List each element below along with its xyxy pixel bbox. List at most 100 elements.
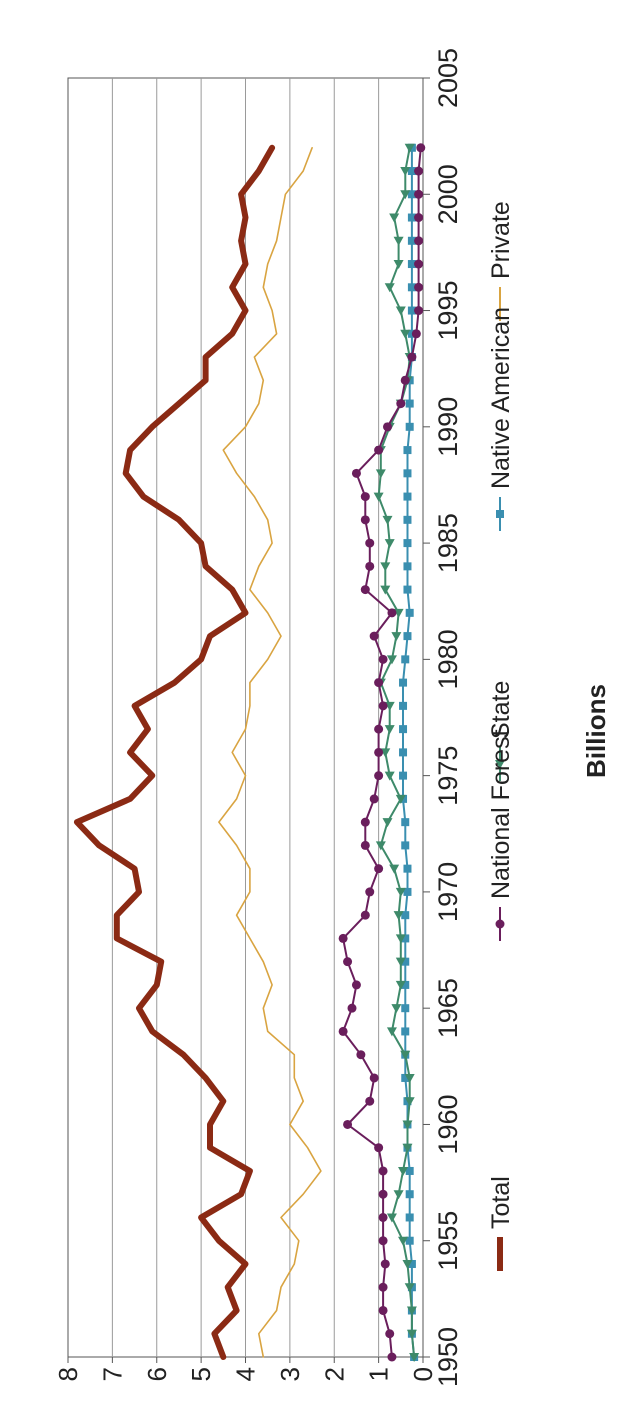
data-point-native-american [399, 678, 408, 687]
y-tick-label: 0 [408, 1367, 438, 1381]
data-point-state [375, 469, 386, 479]
data-point-state [404, 1283, 415, 1293]
data-point-national-forest [365, 561, 375, 571]
data-point-national-forest [387, 608, 397, 618]
y-tick-label: 7 [97, 1367, 127, 1381]
y-tick-label: 4 [231, 1367, 261, 1381]
x-tick-label: 2000 [433, 164, 463, 224]
data-point-state [398, 1236, 409, 1246]
x-tick-label: 1970 [433, 862, 463, 922]
legend-item-private: Private [487, 201, 515, 321]
legend-label-national-forest: National Forest [487, 729, 515, 899]
x-tick-label: 1985 [433, 513, 463, 573]
data-point-national-forest [343, 957, 353, 967]
data-point-national-forest [378, 1305, 388, 1315]
data-point-national-forest [400, 375, 410, 385]
data-point-national-forest [347, 1003, 357, 1013]
data-point-state [384, 771, 395, 781]
data-point-national-forest [356, 1050, 366, 1060]
data-point-national-forest [378, 1189, 388, 1199]
x-tick-label: 1980 [433, 629, 463, 689]
data-point-native-american [403, 632, 412, 641]
legend-item-native-american: Native American [487, 307, 515, 531]
legend-item-state: State [487, 681, 515, 781]
data-point-native-american [401, 911, 410, 920]
data-point-state [375, 841, 386, 851]
data-point-national-forest [378, 1282, 388, 1292]
data-point-state [404, 1097, 415, 1107]
data-point-national-forest [351, 468, 361, 478]
x-tick-label: 1950 [433, 1327, 463, 1387]
data-point-national-forest [378, 654, 388, 664]
data-point-national-forest [378, 1212, 388, 1222]
data-point-state [373, 492, 384, 502]
data-point-native-american [407, 167, 416, 176]
data-point-state [386, 655, 397, 665]
data-point-native-american [407, 283, 416, 292]
legend-label-native-american: Native American [487, 307, 515, 489]
data-point-national-forest [365, 538, 375, 548]
data-point-national-forest [385, 1329, 395, 1339]
data-point-state [391, 632, 402, 642]
x-tick-label: 2005 [433, 48, 463, 108]
data-point-native-american [405, 399, 414, 408]
data-point-state [382, 818, 393, 828]
data-point-state [384, 539, 395, 549]
data-point-national-forest [414, 213, 424, 223]
data-point-state [380, 562, 391, 572]
x-tick-label: 1990 [433, 397, 463, 457]
data-point-state [393, 1190, 404, 1200]
data-point-state [400, 190, 411, 200]
data-point-state [406, 1306, 417, 1316]
data-point-native-american [401, 841, 410, 850]
data-point-state [386, 1027, 397, 1037]
data-point-native-american [403, 562, 412, 571]
data-point-state [406, 1329, 417, 1339]
data-point-state [395, 306, 406, 316]
y-tick-label: 8 [53, 1367, 83, 1381]
y-tick-label: 3 [275, 1367, 305, 1381]
data-point-national-forest [365, 887, 375, 897]
data-point-national-forest [369, 794, 379, 804]
series-national-forest [338, 143, 426, 1362]
data-point-national-forest [414, 189, 424, 199]
data-point-state [393, 236, 404, 246]
data-point-national-forest [338, 1026, 348, 1036]
data-point-national-forest [360, 515, 370, 525]
data-point-national-forest [374, 771, 384, 781]
data-point-state [395, 794, 406, 804]
data-point-national-forest [374, 1143, 384, 1153]
data-point-national-forest [360, 817, 370, 827]
data-point-national-forest [380, 1259, 390, 1269]
data-point-national-forest [338, 933, 348, 943]
data-point-native-american [401, 1027, 410, 1036]
data-point-state [395, 980, 406, 990]
data-point-national-forest [360, 585, 370, 595]
data-point-native-american [399, 701, 408, 710]
data-point-national-forest [369, 1073, 379, 1083]
data-point-state [400, 167, 411, 177]
data-point-national-forest [360, 492, 370, 502]
data-point-state [384, 701, 395, 711]
legend-label-state: State [487, 681, 515, 739]
legend-marker-state [495, 760, 505, 769]
data-point-native-american [403, 515, 412, 524]
legend-marker-native-american [496, 510, 504, 518]
data-point-national-forest [414, 166, 424, 176]
data-point-native-american [407, 260, 416, 269]
data-point-state [393, 260, 404, 270]
data-point-national-forest [343, 1119, 353, 1129]
data-point-native-american [399, 725, 408, 734]
y-tick-label: 2 [319, 1367, 349, 1381]
data-point-national-forest [378, 1166, 388, 1176]
data-point-state [393, 911, 404, 921]
data-point-native-american [399, 771, 408, 780]
series-total [73, 144, 276, 1360]
data-point-state [380, 748, 391, 758]
data-point-state [402, 1120, 413, 1130]
data-point-national-forest [414, 236, 424, 246]
data-point-native-american [401, 655, 410, 664]
data-point-national-forest [360, 910, 370, 920]
data-point-state [398, 1166, 409, 1176]
